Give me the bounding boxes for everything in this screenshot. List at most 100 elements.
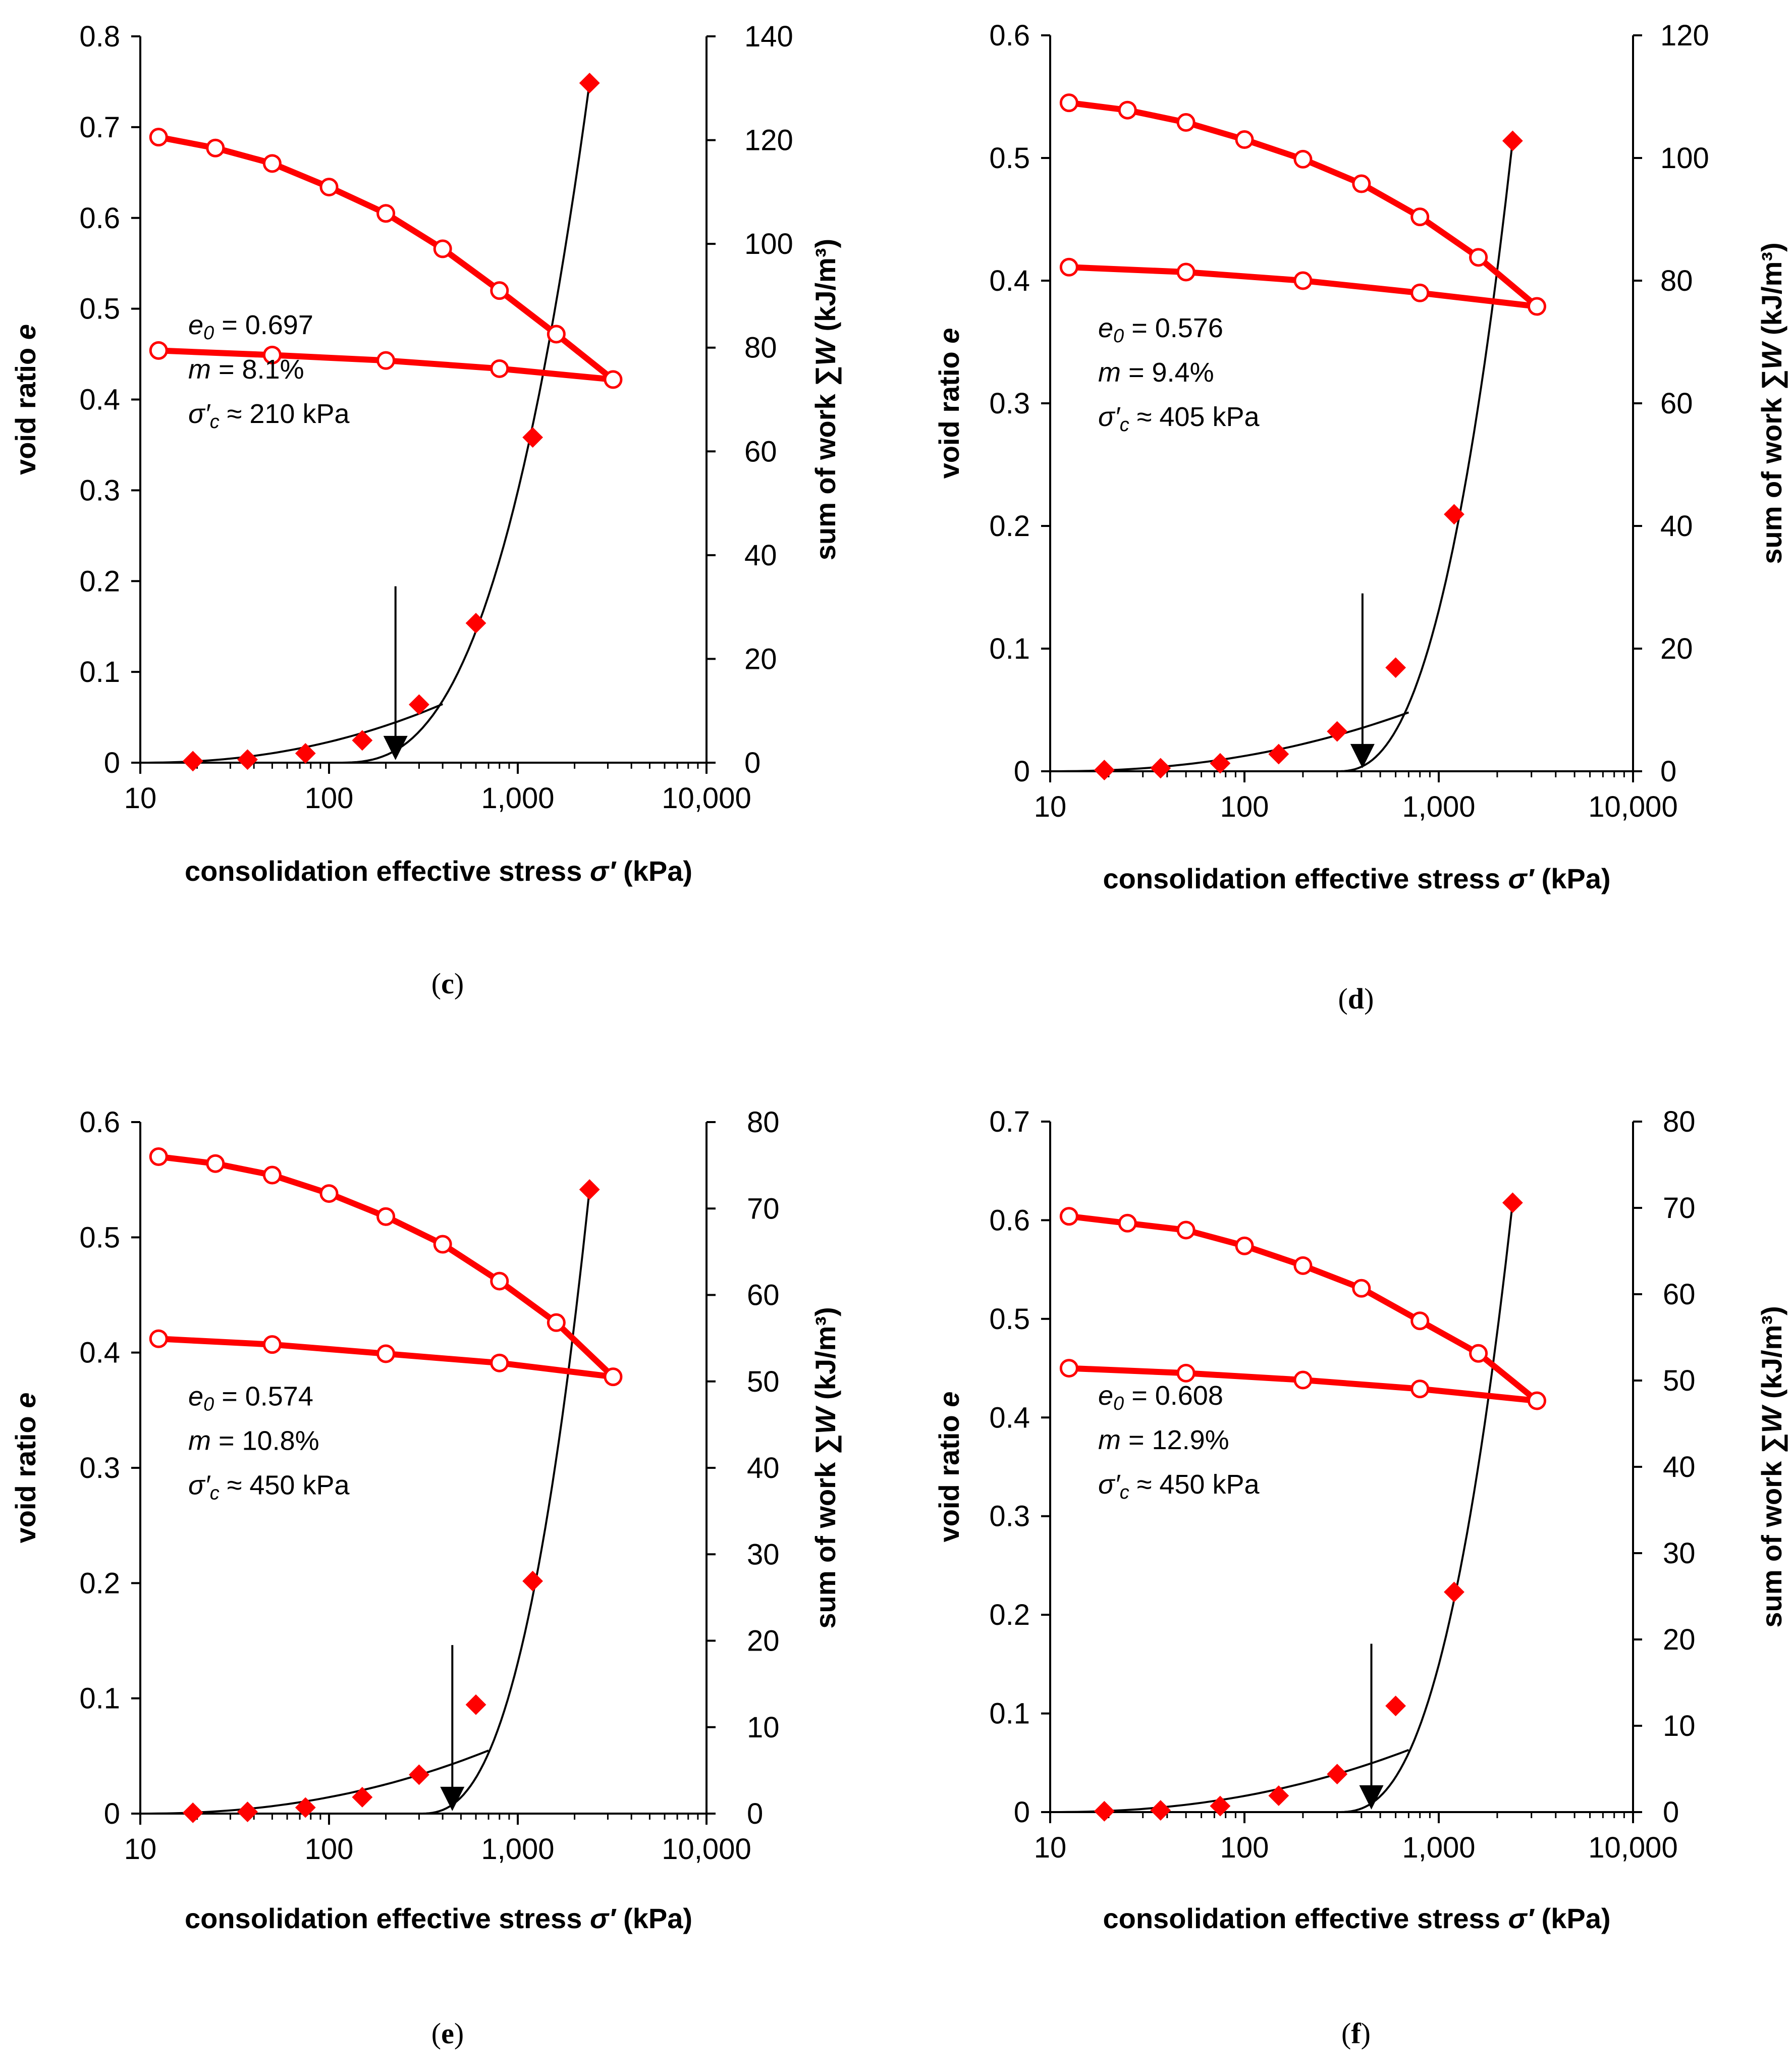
y-right-tick-label: 80 bbox=[744, 332, 777, 364]
annotation-m-value: = 9.4% bbox=[1121, 357, 1214, 388]
y-left-tick-label: 0.1 bbox=[989, 1698, 1030, 1730]
x-axis-title-part-2: (kPa) bbox=[616, 1902, 693, 1934]
void-ratio-loading-point bbox=[1469, 1344, 1488, 1363]
annotation-sigma-c: σ′c ≈ 210 kPa bbox=[188, 399, 350, 433]
y-right-axis-title-part-0: sum of work ∑ bbox=[1756, 1433, 1788, 1627]
annotation-sigma-c-value: ≈ 210 kPa bbox=[220, 399, 350, 429]
y-right-tick-label: 120 bbox=[1660, 19, 1709, 52]
void-ratio-loading-point bbox=[1352, 174, 1371, 193]
annotation-e0-value: = 0.697 bbox=[214, 310, 313, 340]
yield-arrow-head bbox=[383, 735, 408, 760]
annotation-sigma-c-symbol: σ′ bbox=[1098, 402, 1121, 432]
work-point bbox=[295, 1797, 316, 1818]
annotation-e0: e0 = 0.697 bbox=[188, 310, 313, 344]
void-ratio-loading-point bbox=[376, 1207, 396, 1226]
y-left-tick-label: 0.5 bbox=[989, 142, 1030, 175]
y-left-tick-label: 0.8 bbox=[79, 20, 120, 53]
x-tick-label: 1,000 bbox=[481, 782, 554, 815]
y-right-axis-title-part-0: sum of work ∑ bbox=[809, 366, 842, 560]
panel-label-e: (e) bbox=[431, 2017, 464, 2050]
y-right-tick-label: 0 bbox=[747, 1797, 763, 1830]
x-axis-title: consolidation effective stress σ′ (kPa) bbox=[185, 855, 692, 887]
void-ratio-loading-point bbox=[149, 1147, 168, 1166]
void-ratio-loading-point bbox=[319, 1184, 339, 1203]
void-ratio-loading-point bbox=[1176, 113, 1196, 132]
annotation-m: m = 10.8% bbox=[188, 1426, 319, 1456]
annotation-sigma-c-sub: c bbox=[210, 1483, 220, 1504]
y-left-tick-label: 0.5 bbox=[79, 293, 120, 326]
x-tick-label: 1,000 bbox=[1402, 790, 1475, 823]
void-ratio-unloading-point bbox=[1410, 283, 1430, 302]
y-right-axis-title: sum of work ∑W (kJ/m³) bbox=[809, 239, 842, 560]
y-right-axis-title-part-0: sum of work ∑ bbox=[1756, 369, 1788, 564]
y-left-tick-label: 0.6 bbox=[79, 1106, 120, 1139]
y-right-tick-label: 20 bbox=[744, 643, 777, 675]
x-axis-title-part-1: σ′ bbox=[590, 1902, 617, 1934]
work-point bbox=[1268, 1785, 1289, 1806]
y-left-axis-title: void ratio e bbox=[933, 328, 965, 479]
void-ratio-loading-point bbox=[1118, 100, 1137, 120]
work-point bbox=[1502, 130, 1523, 151]
void-ratio-unloading-point bbox=[1176, 262, 1196, 282]
void-ratio-unloading-point bbox=[490, 1353, 509, 1372]
work-point bbox=[1210, 1795, 1231, 1817]
y-right-tick-label: 140 bbox=[744, 20, 793, 53]
void-ratio-loading-point bbox=[1235, 1236, 1254, 1255]
annotation-e0-sub: 0 bbox=[203, 323, 214, 344]
y-right-tick-label: 10 bbox=[1663, 1710, 1696, 1742]
y-right-tick-label: 30 bbox=[1663, 1537, 1696, 1570]
y-right-tick-label: 20 bbox=[1660, 632, 1693, 665]
void-ratio-unloading-point bbox=[262, 1335, 282, 1354]
y-left-tick-label: 0.2 bbox=[989, 510, 1030, 543]
y-left-tick-label: 0.4 bbox=[989, 264, 1030, 297]
y-left-tick-label: 0.4 bbox=[989, 1401, 1030, 1434]
y-left-tick-label: 0.7 bbox=[79, 111, 120, 144]
y-left-axis-title-part-1: e bbox=[10, 1393, 41, 1416]
void-ratio-loading-point bbox=[1410, 207, 1430, 227]
x-tick-label: 100 bbox=[305, 782, 354, 815]
y-left-tick-label: 0.6 bbox=[79, 202, 120, 235]
annotation-m: m = 8.1% bbox=[188, 354, 304, 385]
annotation-m-value: = 8.1% bbox=[211, 354, 304, 385]
annotation-sigma-c-symbol: σ′ bbox=[188, 399, 211, 429]
x-axis-title-part-0: consolidation effective stress bbox=[185, 855, 590, 887]
x-axis-title-part-0: consolidation effective stress bbox=[1103, 863, 1508, 894]
annotation-e0-symbol: e bbox=[188, 310, 203, 340]
y-right-tick-label: 80 bbox=[747, 1106, 780, 1139]
annotation-sigma-c-symbol: σ′ bbox=[1098, 1469, 1121, 1500]
void-ratio-loading-point bbox=[604, 1367, 623, 1387]
x-tick-label: 10 bbox=[124, 782, 157, 815]
y-left-tick-label: 0.1 bbox=[989, 632, 1030, 665]
y-right-axis-title-part-1: W bbox=[1756, 341, 1787, 369]
x-tick-label: 1,000 bbox=[481, 1833, 554, 1866]
fit-curve-high bbox=[1337, 1202, 1514, 1813]
y-left-axis-title-part-1: e bbox=[10, 324, 41, 348]
work-point bbox=[1444, 504, 1464, 525]
void-ratio-loading-point bbox=[1293, 1256, 1313, 1275]
annotation-e0-sub: 0 bbox=[1113, 326, 1124, 347]
y-left-axis-title: void ratio e bbox=[933, 1392, 965, 1543]
void-ratio-loading-point bbox=[1352, 1279, 1371, 1298]
y-left-tick-label: 0.2 bbox=[79, 565, 120, 598]
annotation-e0-value: = 0.574 bbox=[214, 1382, 313, 1412]
x-tick-label: 10,000 bbox=[1588, 1831, 1677, 1864]
y-left-tick-label: 0 bbox=[104, 1797, 120, 1830]
x-axis-title-part-1: σ′ bbox=[1508, 1902, 1535, 1934]
y-left-axis-title-part-0: void ratio bbox=[10, 1416, 41, 1543]
y-left-tick-label: 0.3 bbox=[79, 474, 120, 507]
y-right-axis-title: sum of work ∑W (kJ/m³) bbox=[1756, 242, 1788, 564]
work-point bbox=[579, 73, 600, 93]
y-left-tick-label: 0.2 bbox=[989, 1599, 1030, 1631]
void-ratio-unloading-point bbox=[1176, 1363, 1196, 1383]
annotation-e0: e0 = 0.574 bbox=[188, 1382, 313, 1415]
void-ratio-unloading-point bbox=[1293, 1370, 1313, 1390]
panel-label-d: (d) bbox=[1338, 982, 1374, 1015]
y-right-axis-title-part-1: W bbox=[809, 1405, 841, 1434]
void-ratio-loading-point bbox=[547, 325, 566, 344]
void-ratio-unloading-point bbox=[1410, 1380, 1430, 1399]
void-ratio-loading-point bbox=[1410, 1311, 1430, 1331]
work-point bbox=[352, 1787, 373, 1808]
y-right-tick-label: 40 bbox=[744, 539, 777, 572]
x-axis-title: consolidation effective stress σ′ (kPa) bbox=[1103, 1902, 1610, 1934]
work-point bbox=[1268, 744, 1289, 765]
